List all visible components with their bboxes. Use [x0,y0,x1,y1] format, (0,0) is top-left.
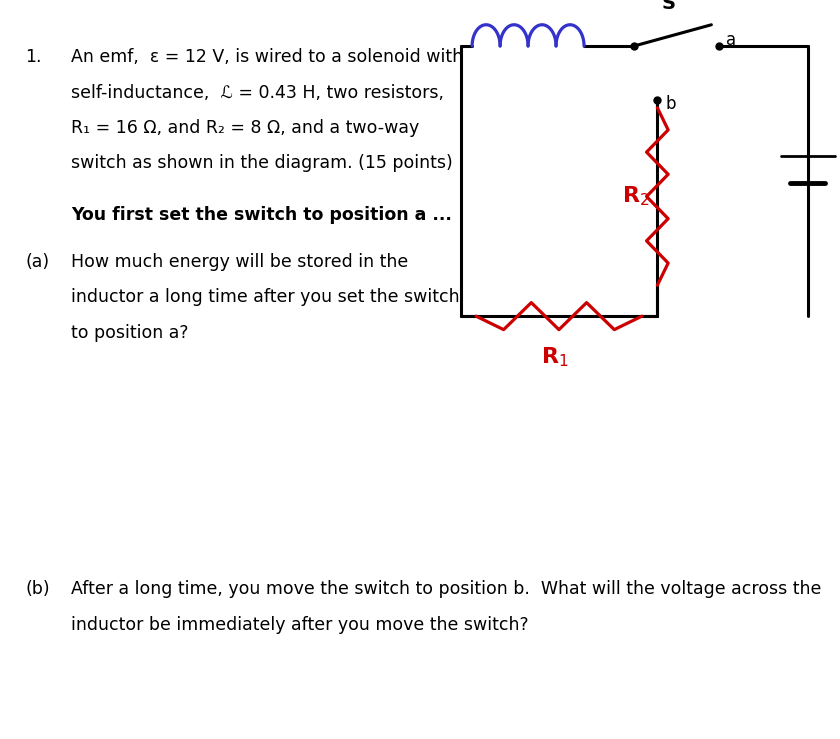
Text: (a): (a) [25,253,50,270]
Text: self-inductance,  ℒ = 0.43 H, two resistors,: self-inductance, ℒ = 0.43 H, two resisto… [71,84,444,101]
Text: switch as shown in the diagram. (15 points): switch as shown in the diagram. (15 poin… [71,154,453,172]
Text: An emf,  ε = 12 V, is wired to a solenoid with: An emf, ε = 12 V, is wired to a solenoid… [71,48,464,66]
Text: to position a?: to position a? [71,324,189,341]
Text: S: S [662,0,676,13]
Text: a: a [726,31,736,50]
Text: After a long time, you move the switch to position b.  What will the voltage acr: After a long time, you move the switch t… [71,580,822,598]
Text: R$_2$: R$_2$ [622,185,650,208]
Text: (b): (b) [25,580,50,598]
Text: 1.: 1. [25,48,42,66]
Text: How much energy will be stored in the: How much energy will be stored in the [71,253,408,270]
Text: R$_1$: R$_1$ [541,345,569,369]
Text: b: b [665,95,675,113]
Text: inductor be immediately after you move the switch?: inductor be immediately after you move t… [71,616,529,633]
Text: +: + [838,139,840,157]
Text: inductor a long time after you set the switch: inductor a long time after you set the s… [71,288,460,306]
Text: You first set the switch to position a ...: You first set the switch to position a .… [71,206,452,224]
Text: R₁ = 16 Ω, and R₂ = 8 Ω, and a two-way: R₁ = 16 Ω, and R₂ = 8 Ω, and a two-way [71,119,420,137]
